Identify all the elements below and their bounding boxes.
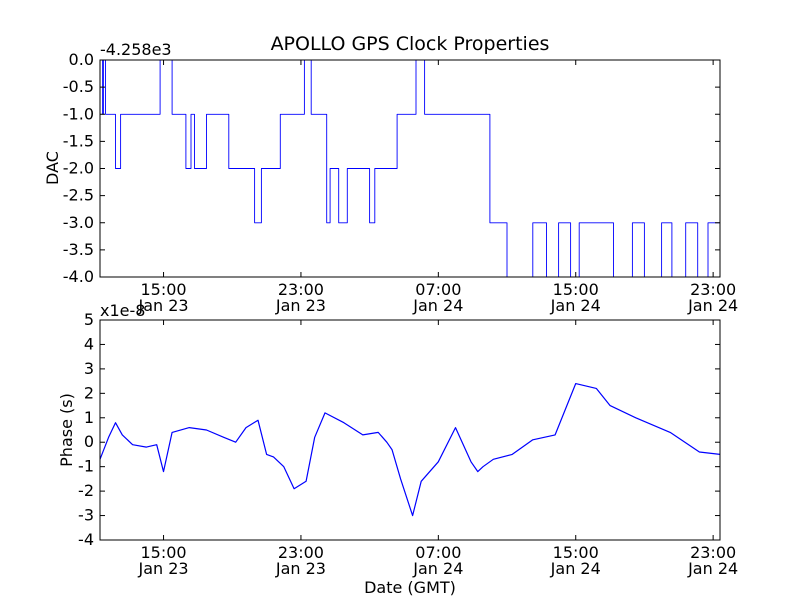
dac-y-tick-label: -0.5 [63,77,94,96]
dac-x-tick-date: Jan 23 [137,296,188,315]
phase-plot-frame [99,319,721,541]
dac-series-line [100,59,720,278]
phase-x-tick-date: Jan 23 [137,559,188,578]
dac-x-tick-date: Jan 24 [550,296,601,315]
phase-x-tick-time: 15:00 [553,543,599,562]
phase-chart: x1e-8 Phase (s) Date (GMT) -4 -3 -2 -1 0 1 2 3 4… [57,301,738,597]
phase-y-tick-label: -4 [78,530,94,549]
dac-y-tick-label: -2.0 [63,159,94,178]
dac-x-tick-time: 23:00 [278,280,324,299]
dac-y-tick-label: -3.0 [63,213,94,232]
dac-x-tick-time: 07:00 [415,280,461,299]
phase-y-tick-label: 2 [84,383,94,402]
phase-x-tick-time: 23:00 [278,543,324,562]
dac-x-tick-time: 15:00 [140,280,186,299]
phase-y-axis-label: Phase (s) [57,393,76,467]
phase-y-tick-label: -2 [78,481,94,500]
dac-ticks-layer: -4.0 -3.5 -3.0 -2.5 -2.0 -1.5 -1.0 -0.5 0.0 15:00… [63,50,738,315]
phase-x-tick-date: Jan 24 [687,559,738,578]
phase-x-tick-date: Jan 23 [275,559,326,578]
phase-x-tick-date: Jan 24 [412,559,463,578]
phase-series-line [99,383,721,517]
dac-x-tick-date: Jan 23 [275,296,326,315]
dac-chart: APOLLO GPS Clock Properties -4.258e3 DAC… [43,33,738,315]
phase-x-tick-date: Jan 24 [550,559,601,578]
dac-series-layer [100,59,720,278]
dac-plot-frame [99,59,721,278]
phase-y-tick-label: -1 [78,457,94,476]
dac-x-tick-date: Jan 24 [412,296,463,315]
phase-y-tick-label: 3 [84,359,94,378]
phase-y-tick-label: 5 [84,310,94,329]
phase-y-tick-label: 1 [84,408,94,427]
dac-x-tick-date: Jan 24 [687,296,738,315]
dac-y-tick-label: -4.0 [63,267,94,286]
dac-y-tick-label: -3.5 [63,240,94,259]
phase-x-tick-time: 23:00 [690,543,736,562]
phase-y-tick-label: 0 [84,432,94,451]
phase-offset-text: x1e-8 [100,301,145,320]
phase-y-tick-label: 4 [84,334,94,353]
dac-x-tick-time: 23:00 [690,280,736,299]
dac-y-tick-label: -1.0 [63,104,94,123]
phase-x-tick-time: 15:00 [140,543,186,562]
dac-y-tick-label: -2.5 [63,186,94,205]
phase-x-tick-time: 07:00 [415,543,461,562]
phase-y-tick-label: -3 [78,506,94,525]
dac-y-axis-label: DAC [43,151,62,185]
dac-x-tick-time: 15:00 [553,280,599,299]
phase-x-axis-label: Date (GMT) [364,578,456,597]
dac-y-tick-label: -1.5 [63,131,94,150]
chart-title: APOLLO GPS Clock Properties [271,33,550,55]
phase-series-layer [99,383,721,517]
dac-y-tick-label: 0.0 [69,50,94,69]
dac-offset-text: -4.258e3 [100,40,172,59]
